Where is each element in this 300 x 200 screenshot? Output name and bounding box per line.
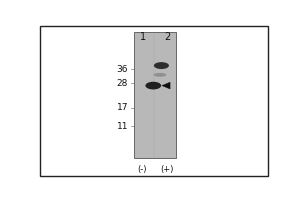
Text: (+): (+)	[160, 165, 173, 174]
Text: 1: 1	[140, 32, 146, 42]
Text: 36: 36	[117, 65, 128, 74]
Text: 2: 2	[165, 32, 171, 42]
Text: 28: 28	[117, 79, 128, 88]
Ellipse shape	[146, 82, 161, 89]
Ellipse shape	[154, 73, 166, 77]
FancyBboxPatch shape	[134, 32, 176, 158]
Text: 11: 11	[117, 122, 128, 131]
Ellipse shape	[154, 62, 169, 69]
Text: 17: 17	[117, 103, 128, 112]
Text: (-): (-)	[137, 165, 147, 174]
Polygon shape	[162, 82, 170, 89]
